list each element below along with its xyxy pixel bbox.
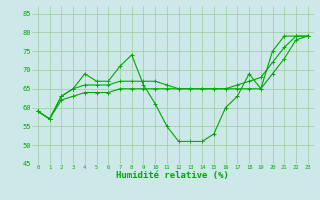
X-axis label: Humidité relative (%): Humidité relative (%) (116, 171, 229, 180)
